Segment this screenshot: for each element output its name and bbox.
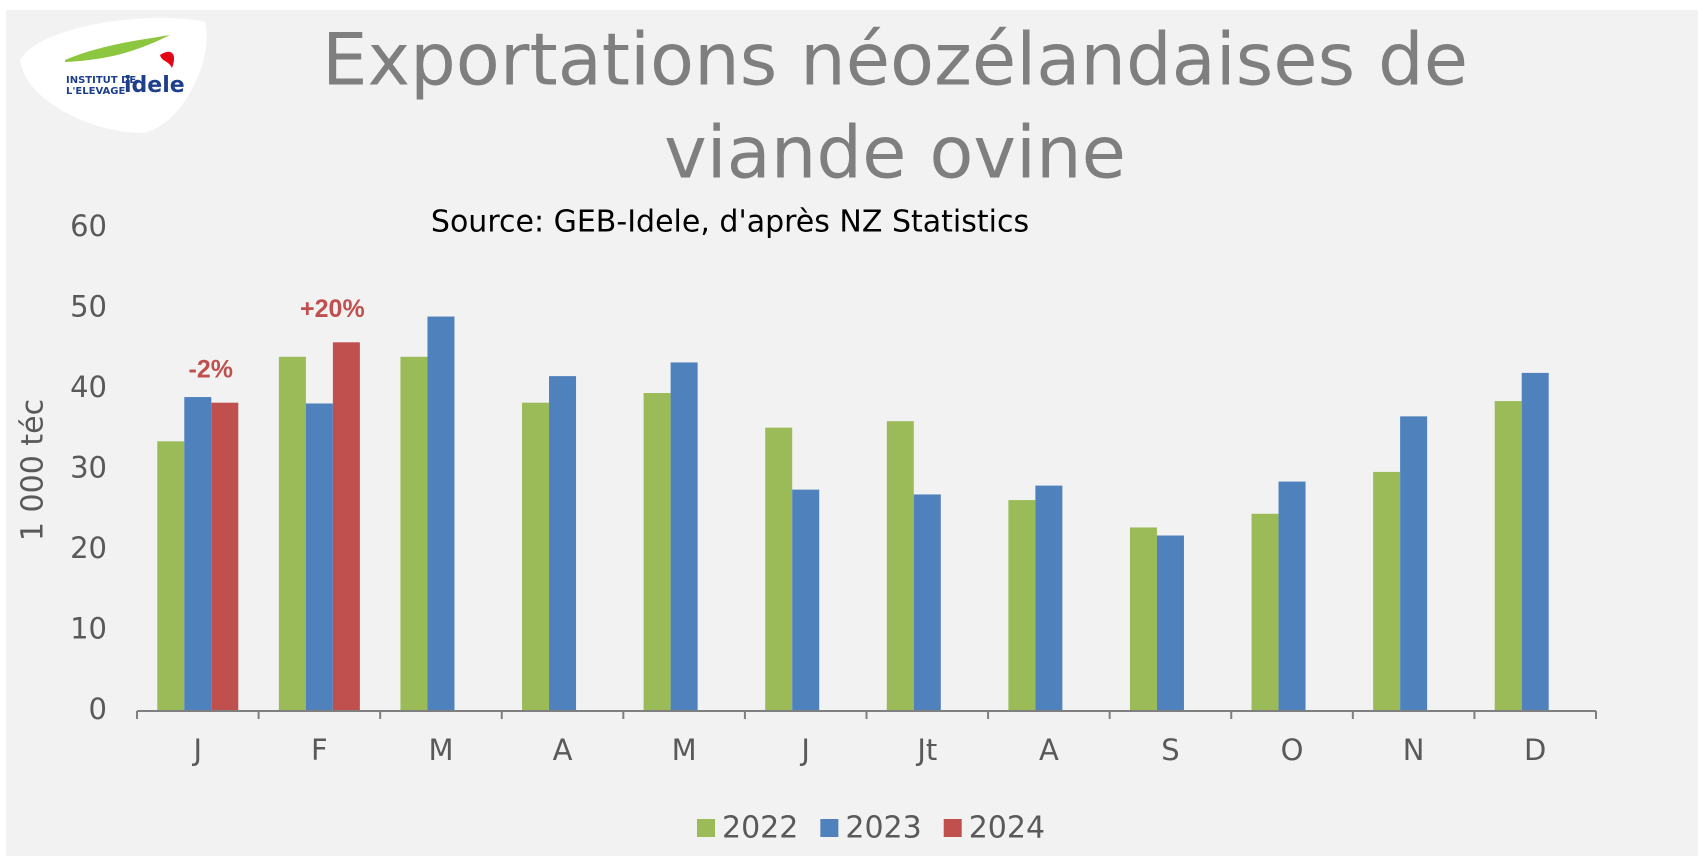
bar — [211, 402, 239, 711]
logo: INSTITUT DE L'ELEVAGE idele — [20, 17, 207, 133]
logo-swoosh — [65, 35, 170, 62]
y-tick-label: 20 — [70, 531, 107, 565]
logo-shape — [20, 17, 207, 133]
bar — [1008, 500, 1036, 711]
y-tick-label: 30 — [70, 451, 107, 485]
logo-text: L'ELEVAGE — [66, 86, 125, 97]
chart-title: viande ovine — [664, 111, 1126, 195]
legend-label: 2022 — [722, 811, 798, 846]
bar — [643, 393, 671, 711]
y-axis-label: 1 000 téc — [16, 399, 51, 541]
x-tick-label: M — [428, 733, 453, 767]
bar — [792, 489, 820, 711]
logo-text: INSTITUT DE — [66, 75, 136, 86]
x-tick-label: M — [672, 733, 697, 767]
bar — [1278, 481, 1306, 711]
bar — [184, 397, 212, 711]
y-tick-label: 60 — [70, 209, 107, 243]
bar — [1251, 513, 1279, 711]
x-tick-label: D — [1524, 733, 1546, 767]
x-tick-label: J — [799, 733, 810, 767]
logo-mark — [160, 51, 175, 68]
bar — [400, 356, 428, 711]
bar — [913, 494, 941, 711]
legend-label: 2024 — [969, 811, 1045, 846]
bar — [427, 316, 455, 711]
legend-swatch — [943, 819, 962, 837]
bar — [278, 356, 306, 711]
bar — [1129, 527, 1157, 711]
x-tick-label: Jt — [915, 733, 937, 767]
bar — [1521, 372, 1549, 711]
logo-brand: idele — [124, 73, 185, 98]
y-tick-label: 10 — [70, 612, 107, 646]
x-tick-label: O — [1281, 733, 1304, 767]
bar — [332, 342, 360, 711]
bar — [549, 376, 577, 711]
x-tick-label: A — [553, 733, 573, 767]
annotation: -2% — [189, 355, 233, 383]
bar — [522, 402, 550, 711]
x-tick-label: N — [1403, 733, 1425, 767]
bar — [1373, 471, 1401, 711]
legend-swatch — [697, 819, 715, 837]
annotation: +20% — [300, 295, 365, 323]
x-tick-label: S — [1161, 733, 1179, 767]
chart-subtitle: Source: GEB-Idele, d'après NZ Statistics — [431, 205, 1029, 240]
x-tick-label: F — [311, 733, 328, 767]
bar — [670, 362, 698, 711]
y-tick-label: 0 — [89, 692, 107, 726]
legend-label: 2023 — [845, 811, 921, 846]
legend-swatch — [820, 819, 839, 837]
bar — [157, 441, 185, 711]
y-tick-label: 40 — [70, 370, 107, 404]
bar — [1156, 535, 1184, 711]
bar — [1494, 401, 1522, 711]
bar — [1400, 416, 1428, 711]
bar — [1035, 485, 1063, 711]
x-tick-label: A — [1039, 733, 1059, 767]
bar — [886, 421, 914, 711]
chart-title: Exportations néozélandaises de — [322, 18, 1468, 102]
y-tick-label: 50 — [70, 290, 107, 324]
bar — [765, 427, 793, 711]
bar — [305, 403, 333, 711]
x-tick-label: J — [192, 733, 203, 767]
